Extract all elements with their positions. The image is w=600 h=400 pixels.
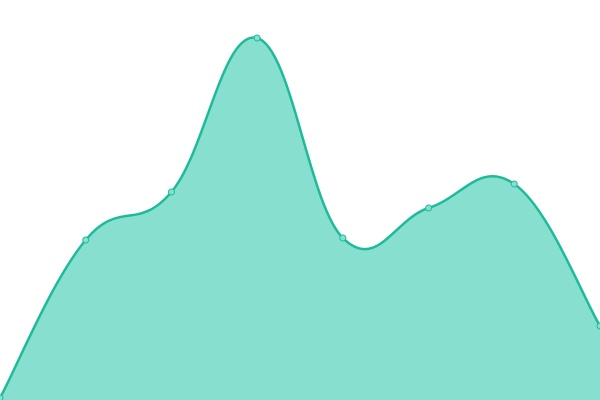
data-point [425,204,433,212]
data-point [167,188,175,196]
data-point [82,236,90,244]
area-line [0,36,600,399]
data-point [0,394,4,400]
data-point [596,322,600,330]
area-fill [0,37,600,400]
data-point [253,34,261,42]
data-point [510,180,518,188]
data-point [339,234,347,242]
